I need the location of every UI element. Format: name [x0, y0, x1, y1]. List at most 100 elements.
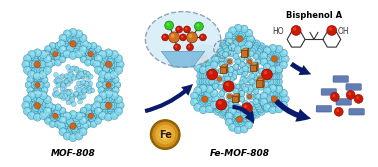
Circle shape	[81, 115, 88, 123]
Circle shape	[47, 108, 50, 111]
Circle shape	[102, 90, 109, 97]
Circle shape	[209, 73, 215, 79]
Circle shape	[96, 62, 104, 69]
Circle shape	[266, 98, 273, 106]
Circle shape	[81, 122, 88, 130]
Circle shape	[70, 70, 72, 72]
Circle shape	[49, 121, 56, 128]
Circle shape	[201, 90, 208, 97]
Circle shape	[246, 79, 249, 81]
Circle shape	[28, 88, 36, 96]
Circle shape	[247, 89, 252, 94]
FancyBboxPatch shape	[232, 96, 238, 102]
Circle shape	[243, 46, 246, 50]
Circle shape	[64, 85, 65, 87]
Circle shape	[34, 81, 41, 89]
Circle shape	[246, 67, 251, 73]
Circle shape	[63, 132, 71, 140]
Circle shape	[70, 100, 72, 102]
Circle shape	[241, 38, 248, 45]
Circle shape	[283, 91, 286, 94]
Circle shape	[71, 102, 76, 107]
Circle shape	[249, 86, 251, 87]
Circle shape	[65, 89, 70, 94]
Circle shape	[88, 73, 89, 74]
Circle shape	[105, 95, 112, 102]
Circle shape	[99, 112, 107, 120]
Circle shape	[221, 57, 223, 59]
Circle shape	[213, 54, 221, 61]
Circle shape	[107, 95, 115, 102]
Polygon shape	[238, 94, 240, 102]
Circle shape	[162, 132, 168, 138]
Circle shape	[205, 100, 212, 107]
Circle shape	[197, 24, 200, 27]
Circle shape	[234, 46, 242, 54]
Circle shape	[231, 75, 237, 80]
Circle shape	[239, 41, 246, 48]
Circle shape	[59, 75, 64, 80]
Circle shape	[180, 34, 186, 41]
Circle shape	[263, 94, 271, 102]
Circle shape	[66, 91, 71, 96]
Circle shape	[203, 46, 206, 49]
Circle shape	[251, 68, 253, 70]
Circle shape	[65, 90, 70, 95]
Circle shape	[222, 76, 228, 81]
Circle shape	[68, 43, 75, 50]
Circle shape	[89, 90, 91, 92]
Circle shape	[269, 106, 277, 114]
Circle shape	[208, 56, 216, 64]
Circle shape	[88, 48, 96, 56]
Circle shape	[226, 110, 233, 117]
Circle shape	[71, 120, 78, 127]
Circle shape	[236, 60, 242, 65]
Circle shape	[223, 103, 231, 110]
Circle shape	[242, 51, 249, 58]
Circle shape	[280, 61, 287, 69]
Circle shape	[229, 107, 236, 115]
Circle shape	[62, 47, 65, 50]
Circle shape	[242, 92, 243, 94]
Circle shape	[49, 46, 56, 53]
Circle shape	[78, 73, 80, 75]
Circle shape	[52, 92, 57, 97]
Circle shape	[234, 24, 242, 32]
Circle shape	[83, 47, 86, 50]
Circle shape	[57, 92, 59, 94]
Circle shape	[275, 61, 282, 68]
Circle shape	[253, 75, 258, 80]
Circle shape	[242, 81, 244, 83]
Circle shape	[253, 88, 259, 94]
Circle shape	[115, 96, 122, 104]
Circle shape	[252, 109, 259, 116]
Circle shape	[43, 66, 51, 74]
Circle shape	[260, 58, 268, 66]
Circle shape	[225, 112, 233, 120]
Circle shape	[80, 74, 85, 79]
Circle shape	[93, 109, 101, 116]
Circle shape	[62, 47, 65, 50]
Circle shape	[99, 114, 102, 116]
Circle shape	[240, 125, 248, 133]
Circle shape	[59, 56, 66, 63]
Circle shape	[336, 109, 339, 112]
Circle shape	[207, 54, 214, 61]
Circle shape	[209, 47, 212, 50]
Circle shape	[236, 35, 243, 43]
Circle shape	[234, 110, 241, 117]
Circle shape	[210, 101, 218, 109]
Circle shape	[57, 80, 59, 82]
Circle shape	[65, 96, 70, 101]
Circle shape	[110, 74, 118, 82]
Circle shape	[62, 129, 65, 133]
Circle shape	[206, 84, 213, 91]
Circle shape	[46, 114, 48, 116]
Circle shape	[33, 58, 40, 66]
Circle shape	[269, 44, 277, 52]
Circle shape	[39, 88, 46, 96]
Circle shape	[86, 84, 88, 86]
Circle shape	[66, 91, 71, 96]
Circle shape	[191, 92, 198, 100]
Circle shape	[213, 97, 221, 105]
